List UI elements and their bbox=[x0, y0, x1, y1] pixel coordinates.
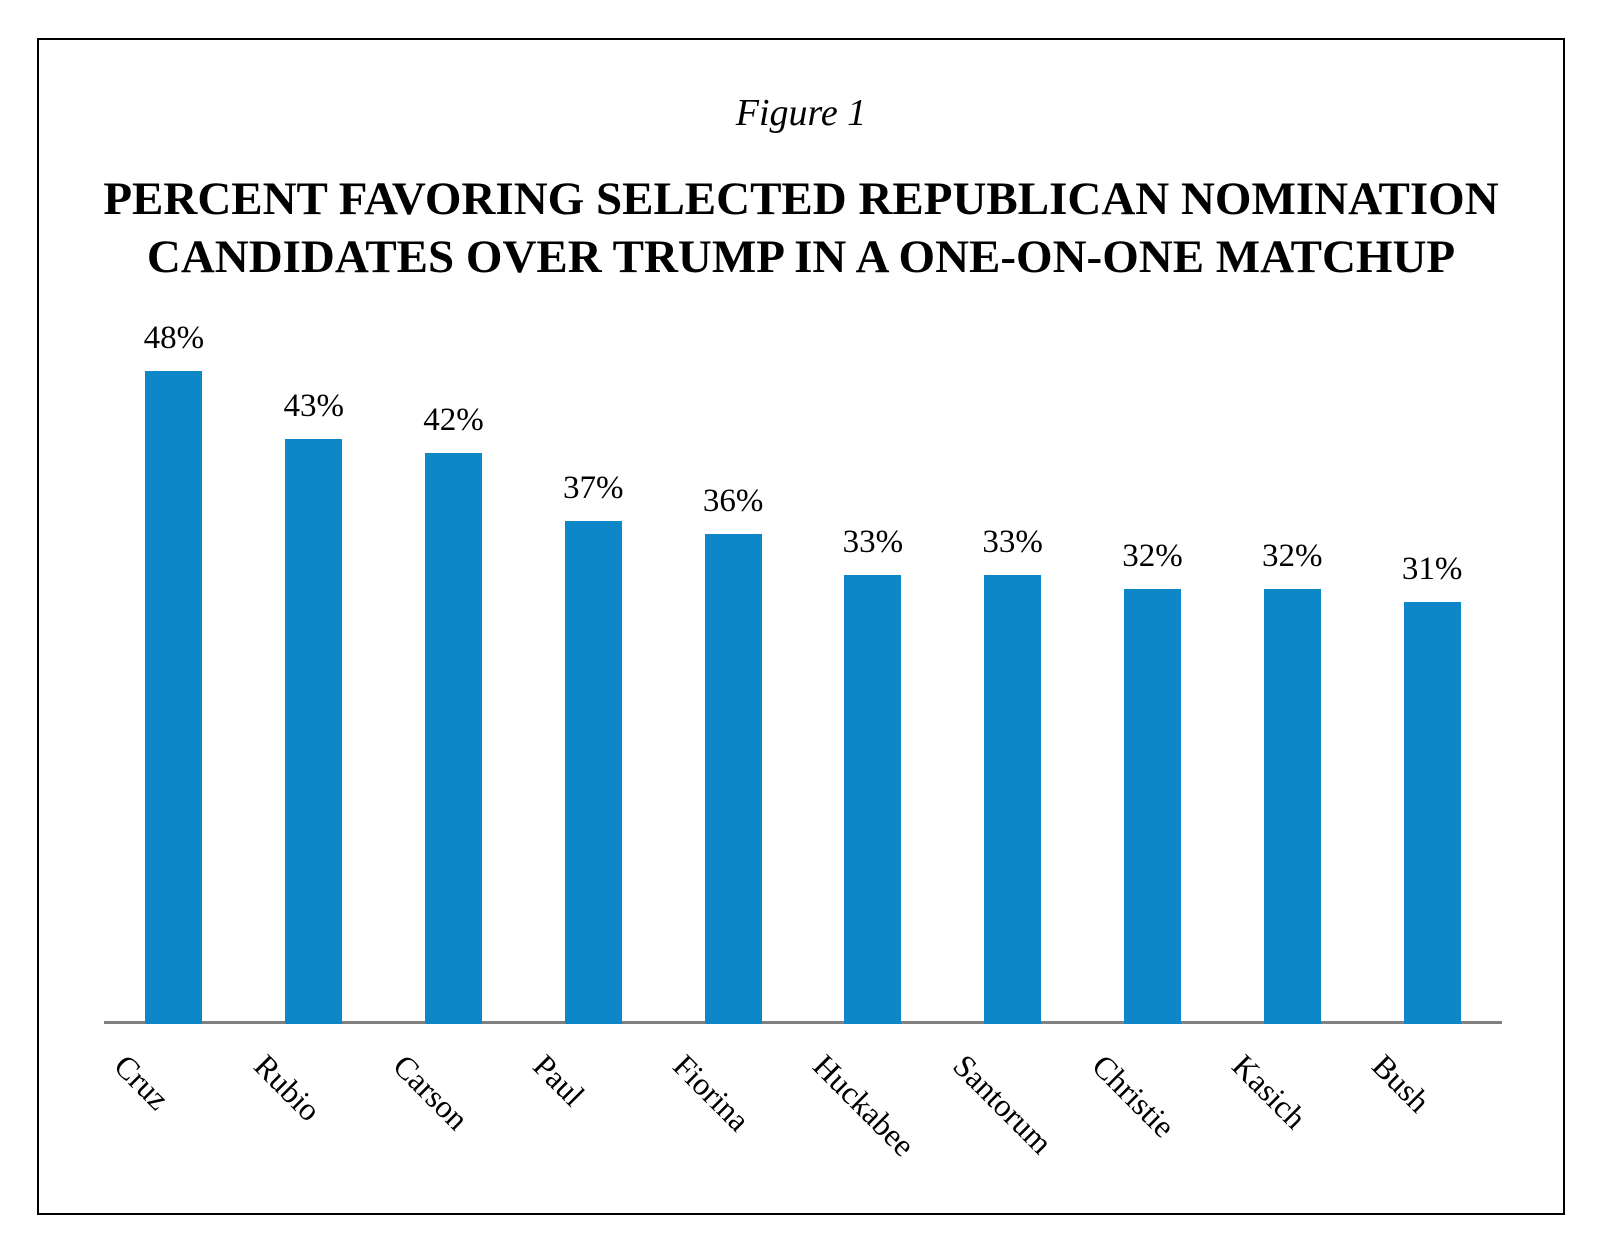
bar-value-label: 32% bbox=[1122, 538, 1183, 574]
axis-label-rubio: Rubio bbox=[246, 1047, 328, 1129]
bar-rubio bbox=[285, 439, 343, 1024]
axis-label-santorum: Santorum bbox=[945, 1047, 1060, 1161]
figure-label: Figure 1 bbox=[735, 92, 867, 134]
x-axis-line bbox=[104, 1021, 1502, 1024]
axis-label-kasich: Kasich bbox=[1225, 1047, 1314, 1136]
bar-cruz bbox=[145, 371, 203, 1024]
bar-value-label: 33% bbox=[842, 524, 904, 560]
axis-label-huckabee: Huckabee bbox=[806, 1047, 923, 1164]
axis-label-bush: Bush bbox=[1365, 1047, 1438, 1120]
bar-column-christie: 32% Christie bbox=[1083, 312, 1223, 1144]
bar-paul bbox=[564, 521, 622, 1024]
chart-title: PERCENT FAVORING SELECTED REPUBLICAN NOM… bbox=[39, 170, 1563, 286]
bar-column-fiorina: 36% Fiorina bbox=[663, 312, 803, 1138]
bar-column-kasich: 32% Kasich bbox=[1222, 312, 1362, 1136]
bars-row: 48% Cruz 43% Rubio 42% Carson 37% Paul 3 bbox=[104, 312, 1502, 1163]
bar-bush bbox=[1403, 602, 1461, 1024]
bar-column-paul: 37% Paul bbox=[523, 312, 663, 1113]
bar-column-huckabee: 33% Huckabee bbox=[803, 312, 943, 1163]
figure-frame: Figure 1 PERCENT FAVORING SELECTED REPUB… bbox=[37, 38, 1565, 1215]
bar-carson bbox=[424, 453, 482, 1024]
plot-area: 48% Cruz 43% Rubio 42% Carson 37% Paul 3 bbox=[104, 312, 1502, 1163]
bar-fiorina bbox=[704, 534, 762, 1024]
bar-column-cruz: 48% Cruz bbox=[104, 312, 244, 1117]
bar-column-bush: 31% Bush bbox=[1362, 312, 1502, 1119]
bar-value-label: 36% bbox=[702, 483, 764, 519]
bar-value-label: 32% bbox=[1262, 538, 1323, 574]
bar-value-label: 37% bbox=[563, 470, 624, 506]
axis-label-christie: Christie bbox=[1085, 1047, 1183, 1145]
bar-value-label: 31% bbox=[1401, 551, 1463, 587]
bar-kasich bbox=[1263, 589, 1321, 1024]
bar-column-carson: 42% Carson bbox=[384, 312, 524, 1137]
bar-christie bbox=[1123, 589, 1181, 1024]
chart-title-line-1: PERCENT FAVORING SELECTED REPUBLICAN NOM… bbox=[103, 173, 1499, 225]
axis-label-paul: Paul bbox=[526, 1047, 593, 1113]
bar-value-label: 33% bbox=[982, 524, 1043, 560]
bar-column-rubio: 43% Rubio bbox=[244, 312, 384, 1128]
bar-santorum bbox=[984, 575, 1042, 1024]
axis-label-fiorina: Fiorina bbox=[666, 1047, 758, 1139]
bar-column-santorum: 33% Santorum bbox=[943, 312, 1083, 1161]
axis-label-cruz: Cruz bbox=[107, 1047, 177, 1117]
chart-title-line-2: CANDIDATES OVER TRUMP IN A ONE-ON-ONE MA… bbox=[146, 231, 1456, 283]
bar-value-label: 42% bbox=[423, 402, 484, 438]
bar-huckabee bbox=[844, 575, 902, 1024]
axis-label-carson: Carson bbox=[386, 1047, 477, 1137]
bar-value-label: 48% bbox=[143, 320, 205, 356]
bar-value-label: 43% bbox=[283, 388, 344, 424]
